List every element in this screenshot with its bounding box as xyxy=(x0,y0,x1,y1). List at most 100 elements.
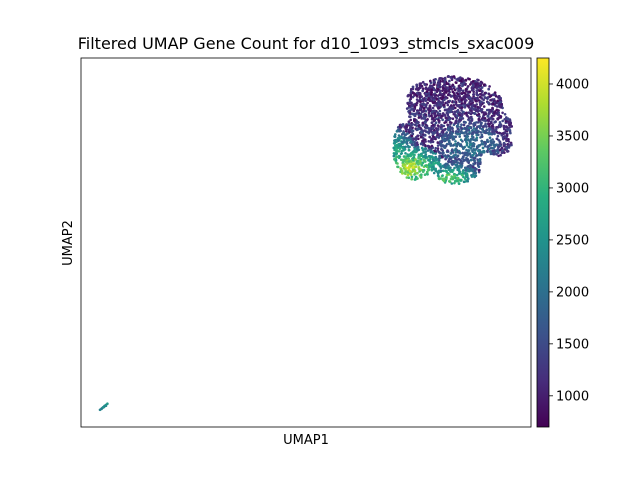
data-point xyxy=(422,142,426,145)
data-point xyxy=(434,102,438,105)
data-point xyxy=(495,111,499,115)
data-point xyxy=(417,114,421,117)
data-point xyxy=(433,83,436,86)
colorbar-tick-label: 1500 xyxy=(556,337,589,352)
data-point xyxy=(505,126,509,129)
data-point xyxy=(407,122,411,126)
data-point xyxy=(482,93,485,97)
data-point xyxy=(434,169,438,173)
data-point xyxy=(462,123,466,127)
data-point xyxy=(402,155,406,158)
data-point xyxy=(422,107,426,110)
data-point xyxy=(434,167,438,171)
data-point xyxy=(442,128,446,132)
data-point xyxy=(477,144,481,147)
data-point xyxy=(495,130,499,134)
data-point xyxy=(475,93,479,96)
data-point xyxy=(393,141,397,145)
data-point xyxy=(420,173,423,176)
data-point xyxy=(492,152,496,156)
data-point xyxy=(438,89,442,93)
data-point xyxy=(469,103,472,106)
data-point xyxy=(431,127,435,130)
data-point xyxy=(436,124,440,127)
data-point xyxy=(414,144,417,147)
data-point xyxy=(455,96,459,99)
data-point xyxy=(470,109,473,113)
data-point xyxy=(420,146,424,150)
data-point xyxy=(473,174,477,178)
data-point xyxy=(414,165,418,168)
data-point xyxy=(456,104,459,108)
data-point xyxy=(468,139,471,143)
data-point xyxy=(431,123,435,127)
data-point xyxy=(458,135,462,138)
data-point xyxy=(491,138,494,141)
data-point xyxy=(489,108,493,112)
data-point xyxy=(463,153,467,157)
data-point xyxy=(475,136,479,140)
data-point xyxy=(501,149,504,152)
data-point xyxy=(474,171,478,175)
data-point xyxy=(440,125,443,129)
data-point xyxy=(410,143,414,146)
data-point xyxy=(395,161,398,165)
data-point xyxy=(462,97,465,101)
data-point xyxy=(409,126,412,130)
data-point xyxy=(428,104,432,107)
data-point xyxy=(488,144,492,147)
data-point xyxy=(460,130,463,134)
data-point xyxy=(411,123,414,126)
data-point xyxy=(491,149,495,153)
data-point xyxy=(422,97,426,101)
data-point xyxy=(427,158,430,162)
data-point xyxy=(403,171,406,175)
data-point xyxy=(499,100,502,104)
data-point xyxy=(396,155,400,159)
data-point xyxy=(489,150,492,153)
data-point xyxy=(469,112,473,116)
data-point xyxy=(405,128,408,131)
data-point xyxy=(427,140,431,143)
data-point xyxy=(459,88,462,92)
data-point xyxy=(419,100,422,104)
data-point xyxy=(419,142,423,146)
data-point xyxy=(485,108,489,112)
data-point xyxy=(407,128,411,132)
data-point xyxy=(427,168,430,172)
data-point xyxy=(483,141,487,144)
data-point xyxy=(453,94,456,97)
data-point xyxy=(442,112,445,115)
data-point xyxy=(430,161,433,164)
data-point xyxy=(458,92,462,95)
data-point xyxy=(456,179,459,183)
data-point xyxy=(438,109,442,113)
data-point xyxy=(431,131,435,135)
data-point xyxy=(434,78,437,81)
data-point xyxy=(438,82,442,86)
data-point xyxy=(411,150,415,154)
data-point xyxy=(457,142,461,146)
data-point xyxy=(503,148,506,151)
data-point xyxy=(441,89,444,92)
data-point xyxy=(411,126,414,129)
data-point xyxy=(416,145,420,149)
data-point xyxy=(489,98,492,102)
data-point xyxy=(423,83,427,86)
data-point xyxy=(487,112,490,116)
data-point xyxy=(499,144,502,147)
data-point xyxy=(408,104,411,107)
data-point xyxy=(493,111,496,115)
data-point xyxy=(399,129,402,133)
data-point xyxy=(456,110,459,114)
data-point xyxy=(409,97,413,101)
data-point xyxy=(422,110,425,113)
data-point xyxy=(474,128,478,132)
data-point xyxy=(415,101,419,105)
data-point xyxy=(419,82,423,85)
data-point xyxy=(451,117,455,120)
data-point xyxy=(492,93,496,96)
data-point xyxy=(468,90,472,94)
data-point xyxy=(441,79,445,83)
data-point xyxy=(495,126,498,129)
